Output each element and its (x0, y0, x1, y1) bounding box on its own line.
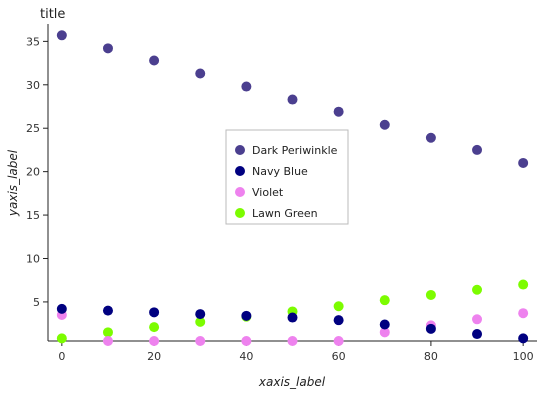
y-tick-label: 5 (33, 296, 40, 309)
series-navy-blue (56, 303, 529, 344)
y-tick-label: 10 (26, 252, 40, 265)
x-tick-label: 100 (513, 350, 534, 363)
point-dark-periwinkle (102, 43, 113, 54)
x-tick-label: 80 (424, 350, 438, 363)
y-tick-label: 15 (26, 209, 40, 222)
point-dark-periwinkle (425, 132, 436, 143)
legend-label-lawn-green: Lawn Green (252, 207, 318, 220)
point-violet (102, 336, 113, 346)
point-navy-blue (149, 307, 160, 318)
series-dark-periwinkle (56, 30, 529, 168)
point-navy-blue (379, 319, 390, 330)
point-lawn-green (102, 327, 113, 338)
series-lawn-green (56, 279, 529, 344)
point-dark-periwinkle (149, 55, 160, 66)
y-tick-label: 35 (26, 35, 40, 48)
point-navy-blue (56, 303, 67, 314)
chart-title: title (40, 7, 65, 22)
point-violet (195, 336, 206, 346)
x-axis-label: xaxis_label (258, 375, 326, 389)
legend-box (225, 129, 349, 225)
point-navy-blue (425, 323, 436, 334)
point-navy-blue (472, 329, 483, 340)
point-lawn-green (518, 279, 529, 290)
legend-marker-violet (235, 187, 245, 197)
x-tick-label: 60 (332, 350, 346, 363)
y-tick-label: 20 (26, 166, 40, 179)
point-navy-blue (518, 333, 529, 344)
point-lawn-green (379, 295, 390, 306)
point-violet (379, 327, 390, 338)
point-dark-periwinkle (56, 30, 67, 41)
point-navy-blue (195, 309, 206, 320)
data-points (56, 30, 529, 346)
y-tick-label: 25 (26, 122, 40, 135)
point-dark-periwinkle (287, 94, 298, 105)
legend-label-violet: Violet (252, 186, 284, 199)
point-dark-periwinkle (333, 106, 344, 117)
point-dark-periwinkle (472, 144, 483, 155)
x-tick-label: 20 (147, 350, 161, 363)
point-violet (518, 308, 529, 319)
legend-label-dark-periwinkle: Dark Periwinkle (252, 144, 338, 157)
point-navy-blue (287, 312, 298, 323)
point-dark-periwinkle (195, 68, 206, 79)
y-ticks: 5 10 15 20 25 30 35 (26, 35, 48, 309)
point-navy-blue (333, 315, 344, 326)
x-tick-label: 0 (58, 350, 65, 363)
point-violet (149, 336, 160, 346)
point-lawn-green (472, 284, 483, 295)
y-tick-label: 30 (26, 79, 40, 92)
point-violet (287, 336, 298, 346)
legend-label-navy-blue: Navy Blue (252, 165, 308, 178)
y-axis-label: yaxis_label (6, 149, 20, 217)
legend: Dark Periwinkle Navy Blue Violet Lawn Green (225, 129, 349, 225)
point-lawn-green (195, 316, 206, 327)
point-dark-periwinkle (241, 81, 252, 92)
point-navy-blue (241, 310, 252, 321)
x-tick-label: 40 (239, 350, 253, 363)
point-violet (241, 336, 252, 346)
point-violet (472, 314, 483, 325)
point-dark-periwinkle (379, 119, 390, 130)
point-violet (333, 336, 344, 346)
point-lawn-green (333, 301, 344, 312)
legend-marker-lawn-green (235, 208, 245, 218)
point-lawn-green (425, 289, 436, 300)
point-lawn-green (149, 322, 160, 333)
point-navy-blue (102, 305, 113, 316)
point-dark-periwinkle (518, 157, 529, 168)
point-lawn-green (56, 333, 67, 344)
legend-marker-dark-periwinkle (235, 145, 245, 155)
legend-marker-navy-blue (235, 166, 245, 176)
